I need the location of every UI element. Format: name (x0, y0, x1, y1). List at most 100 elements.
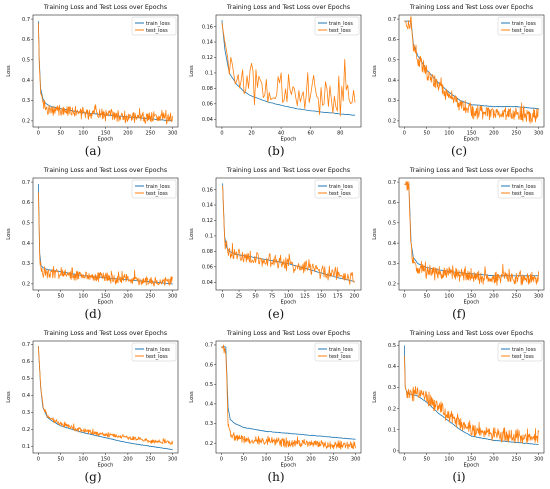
legend-label-train-loss: train_loss (146, 347, 170, 353)
x-tick-label: 25 (236, 294, 242, 300)
y-tick-label: 0.2 (22, 119, 30, 125)
x-tick-label: 100 (261, 457, 271, 463)
x-tick-label: 250 (145, 457, 155, 463)
x-tick-label: 0 (37, 457, 40, 463)
x-axis-label: Epoch (281, 137, 297, 143)
y-tick-label: 0.3 (22, 261, 30, 267)
series-group (221, 344, 357, 450)
x-tick-label: 300 (168, 294, 178, 300)
y-tick-label: 0.4 (22, 78, 30, 84)
y-tick-label: 0.5 (22, 376, 30, 382)
chart-panel-f: Training Loss and Test Loss over Epochs 0… (369, 163, 549, 326)
x-tick-label: 300 (168, 457, 178, 463)
y-tick-label: 0.5 (388, 58, 396, 64)
x-tick-label: 40 (278, 131, 284, 137)
x-tick-label: 100 (444, 294, 454, 300)
x-tick-label: 250 (511, 457, 521, 463)
y-tick-label: 0.5 (388, 343, 396, 349)
y-tick-label: 0.3 (22, 98, 30, 104)
x-tick-label: 100 (444, 131, 454, 137)
x-tick-label: 125 (300, 294, 310, 300)
legend-label-test-loss: test_loss (512, 354, 534, 360)
y-tick-label: 0.04 (202, 280, 213, 286)
chart-svg: Training Loss and Test Loss over Epochs 0… (189, 330, 362, 469)
x-tick-label: 300 (534, 457, 544, 463)
chart-panel-i: Training Loss and Test Loss over Epochs 0… (369, 326, 549, 489)
y-tick-label: 0.1 (205, 234, 213, 240)
panel-label: (e) (267, 307, 285, 321)
chart-panel-d: Training Loss and Test Loss over Epochs 0… (3, 163, 183, 326)
y-tick-label: 0.2 (22, 427, 30, 433)
y-tick-label: 0.6 (388, 200, 396, 206)
x-tick-label: 150 (467, 294, 477, 300)
x-tick-label: 80 (337, 131, 343, 137)
y-tick-label: 0.4 (388, 78, 396, 84)
y-tick-label: 0.6 (388, 37, 396, 43)
series-line-test-loss (404, 181, 540, 286)
panel-label: (i) (452, 470, 466, 484)
x-tick-label: 300 (351, 457, 361, 463)
x-tick-label: 150 (467, 131, 477, 137)
y-tick-label: 0.6 (205, 362, 213, 368)
chart-title: Training Loss and Test Loss over Epochs (43, 167, 167, 174)
x-axis-label: Epoch (281, 300, 297, 306)
series-group (37, 21, 174, 125)
panel-label: (h) (267, 470, 285, 484)
y-tick-label: 0.4 (388, 364, 396, 370)
x-tick-label: 200 (350, 294, 360, 300)
x-tick-label: 60 (308, 131, 314, 137)
series-line-train-loss (403, 345, 539, 445)
y-tick-label: 0.2 (388, 406, 396, 412)
y-tick-label: 0.3 (388, 98, 396, 104)
y-tick-label: 0.5 (22, 58, 30, 64)
panel-label: (a) (84, 144, 102, 158)
x-axis-label: Epoch (281, 463, 297, 469)
x-tick-label: 50 (58, 457, 64, 463)
y-tick-label: 0.2 (205, 441, 213, 447)
chart-panel-h: Training Loss and Test Loss over Epochs 0… (186, 326, 366, 489)
y-tick-label: 0.14 (202, 40, 213, 46)
series-line-test-loss (221, 22, 356, 117)
y-tick-label: 0.7 (22, 342, 30, 348)
y-tick-label: 0.7 (22, 180, 30, 186)
series-group (403, 345, 540, 445)
y-axis-label: Loss (189, 391, 195, 403)
y-tick-label: 0.1 (22, 444, 30, 450)
y-axis-label: Loss (372, 391, 378, 403)
panel-label: (b) (267, 144, 285, 158)
x-tick-label: 200 (489, 457, 499, 463)
x-tick-label: 100 (78, 131, 88, 137)
x-axis-label: Epoch (464, 300, 480, 306)
y-tick-label: 0.6 (22, 359, 30, 365)
chart-panel-b: Training Loss and Test Loss over Epochs 0… (186, 0, 366, 163)
x-tick-label: 200 (306, 457, 316, 463)
series-line-test-loss (37, 346, 174, 445)
x-tick-label: 150 (284, 457, 294, 463)
series-group (37, 184, 174, 287)
panel-label: (d) (84, 307, 102, 321)
y-tick-label: 0.4 (22, 393, 30, 399)
y-axis-label: Loss (6, 391, 12, 403)
legend-label-test-loss: test_loss (512, 28, 534, 34)
y-axis-label: Loss (372, 65, 378, 77)
series-line-test-loss (37, 192, 174, 287)
panel-label: (g) (84, 470, 102, 484)
x-tick-label: 0 (403, 457, 406, 463)
y-tick-label: 0.4 (205, 402, 213, 408)
x-tick-label: 250 (511, 294, 521, 300)
chart-panel-g: Training Loss and Test Loss over Epochs 0… (3, 326, 183, 489)
x-axis-label: Epoch (464, 463, 480, 469)
x-tick-label: 250 (511, 131, 521, 137)
x-tick-label: 200 (489, 294, 499, 300)
x-tick-label: 0 (403, 131, 406, 137)
chart-title: Training Loss and Test Loss over Epochs (409, 4, 533, 11)
panel-label: (f) (452, 307, 466, 321)
x-tick-label: 100 (284, 294, 294, 300)
x-tick-label: 20 (248, 131, 254, 137)
legend-label-test-loss: test_loss (329, 354, 351, 360)
